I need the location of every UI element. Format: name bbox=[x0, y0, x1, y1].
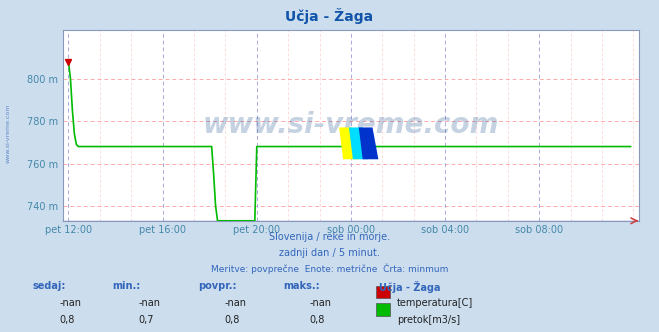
Text: maks.:: maks.: bbox=[283, 281, 320, 290]
Text: -nan: -nan bbox=[59, 298, 81, 308]
Text: 0,8: 0,8 bbox=[224, 315, 239, 325]
Text: www.si-vreme.com: www.si-vreme.com bbox=[5, 103, 11, 163]
Text: -nan: -nan bbox=[310, 298, 331, 308]
Text: temperatura[C]: temperatura[C] bbox=[397, 298, 473, 308]
Text: 0,8: 0,8 bbox=[59, 315, 74, 325]
Text: www.si-vreme.com: www.si-vreme.com bbox=[203, 111, 499, 139]
Polygon shape bbox=[349, 127, 368, 159]
Text: -nan: -nan bbox=[224, 298, 246, 308]
Polygon shape bbox=[358, 127, 378, 159]
Text: 0,7: 0,7 bbox=[138, 315, 154, 325]
Text: Učja - Žaga: Učja - Žaga bbox=[379, 281, 440, 292]
Text: povpr.:: povpr.: bbox=[198, 281, 236, 290]
Text: pretok[m3/s]: pretok[m3/s] bbox=[397, 315, 460, 325]
Text: -nan: -nan bbox=[138, 298, 160, 308]
Text: Slovenija / reke in morje.: Slovenija / reke in morje. bbox=[269, 232, 390, 242]
Text: Učja - Žaga: Učja - Žaga bbox=[285, 8, 374, 24]
Polygon shape bbox=[339, 127, 358, 159]
Text: Meritve: povprečne  Enote: metrične  Črta: minmum: Meritve: povprečne Enote: metrične Črta:… bbox=[211, 264, 448, 274]
Text: zadnji dan / 5 minut.: zadnji dan / 5 minut. bbox=[279, 248, 380, 258]
Text: min.:: min.: bbox=[112, 281, 140, 290]
Text: 0,8: 0,8 bbox=[310, 315, 325, 325]
Text: sedaj:: sedaj: bbox=[33, 281, 67, 290]
